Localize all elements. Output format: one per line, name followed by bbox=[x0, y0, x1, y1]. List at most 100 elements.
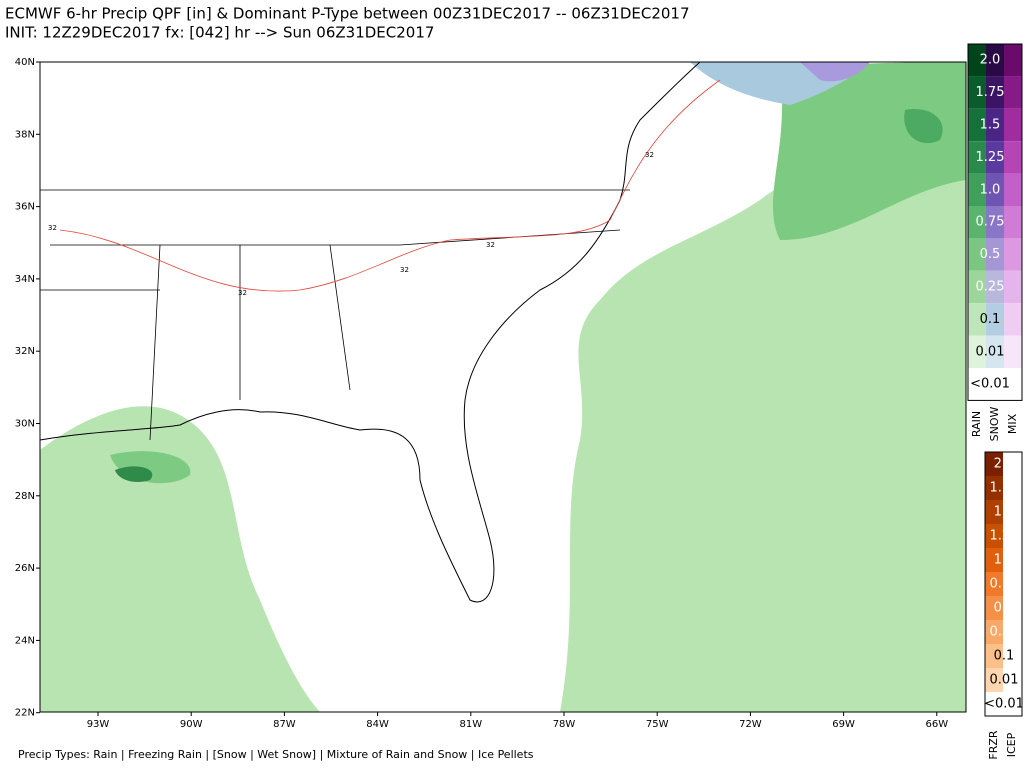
legend-swatch bbox=[985, 668, 1003, 692]
legend-swatch bbox=[985, 644, 1003, 668]
precip-legend: 2.0 1.75 1.5 1.25 1.0 0.75 0.5 0.25 0.1 0.01 <0.01… bbox=[967, 43, 1023, 441]
legend-swatch bbox=[986, 368, 1004, 401]
legend-label: 0.75 bbox=[990, 577, 1019, 592]
legend-swatch bbox=[986, 303, 1004, 336]
lon-label: 69W bbox=[832, 719, 855, 730]
legend-label: 0.1 bbox=[980, 312, 1001, 327]
legend-swatch bbox=[968, 76, 986, 109]
legend-label: 0.25 bbox=[990, 625, 1019, 640]
legend-swatch bbox=[1004, 108, 1022, 142]
legend-label: <0.01 bbox=[970, 377, 1010, 392]
legend-swatch bbox=[968, 206, 986, 239]
legend-swatch bbox=[1004, 270, 1022, 304]
legend-swatch bbox=[986, 335, 1004, 368]
legend-swatch bbox=[1003, 524, 1022, 548]
legend-swatch bbox=[1003, 668, 1022, 692]
legend-swatch bbox=[968, 303, 986, 336]
legend-label: 0.01 bbox=[976, 344, 1005, 359]
legend-label: 0.5 bbox=[980, 247, 1001, 262]
legend-swatch bbox=[1003, 500, 1022, 524]
legend-swatch bbox=[1004, 44, 1022, 77]
legend-swatch bbox=[1003, 620, 1022, 644]
legend-swatch bbox=[1004, 76, 1022, 109]
legend-swatch bbox=[985, 548, 1003, 572]
legend-label: 1.0 bbox=[980, 182, 1001, 197]
map-frame bbox=[39, 61, 967, 713]
lon-label: 90W bbox=[180, 719, 203, 730]
lat-label: 34N bbox=[15, 274, 35, 285]
lon-label: 93W bbox=[87, 719, 110, 730]
lon-label: 66W bbox=[925, 719, 948, 730]
legend-swatch bbox=[968, 108, 986, 142]
legend-label: 1.5 bbox=[994, 505, 1015, 520]
lat-label: 36N bbox=[15, 202, 35, 213]
legend-swatch bbox=[985, 692, 1003, 716]
legend-label: <0.01 bbox=[984, 697, 1024, 712]
lon-label: 84W bbox=[366, 719, 389, 730]
legend-swatch bbox=[968, 368, 986, 401]
legend-swatch bbox=[985, 452, 1003, 476]
legend-swatch bbox=[986, 238, 1004, 271]
legend-label: 1.25 bbox=[990, 529, 1019, 544]
lon-label: 81W bbox=[459, 719, 482, 730]
legend-swatch bbox=[985, 476, 1003, 500]
legend-label: 0.5 bbox=[994, 601, 1015, 616]
ice-legend: 2.0 1.75 1.5 1.25 1.0 0.75 0.5 0.25 0.1 0.01 <0.01… bbox=[984, 451, 1024, 760]
legend-column: ICEP bbox=[1005, 732, 1018, 757]
legend-swatch bbox=[1004, 368, 1022, 401]
legend-swatch bbox=[1004, 303, 1022, 336]
legend-column: MIX bbox=[1006, 413, 1019, 434]
legend-swatch bbox=[1003, 692, 1022, 716]
legend-swatch bbox=[1003, 572, 1022, 596]
lon-label: 87W bbox=[273, 719, 296, 730]
legend-label: 0.01 bbox=[990, 673, 1019, 688]
legend-swatch bbox=[985, 596, 1003, 620]
legend-swatch bbox=[985, 572, 1003, 596]
legend-label: 1.25 bbox=[976, 150, 1005, 165]
title-line2: INIT: 12Z29DEC2017 fx: [042] hr --> Sun … bbox=[5, 24, 434, 42]
contour-label: 32 bbox=[400, 266, 409, 274]
legend-swatch bbox=[986, 44, 1004, 77]
contour-label: 32 bbox=[48, 224, 57, 232]
lat-label: 24N bbox=[15, 635, 35, 646]
legend-swatch bbox=[968, 173, 986, 206]
lat-label: 38N bbox=[15, 129, 35, 140]
contour-label: 32 bbox=[486, 241, 495, 249]
lat-label: 28N bbox=[15, 491, 35, 502]
legend-label: 0.75 bbox=[976, 215, 1005, 230]
legend-label: 0.25 bbox=[976, 280, 1005, 295]
lon-label: 75W bbox=[646, 719, 669, 730]
legend-swatch bbox=[986, 76, 1004, 109]
legend-label: 0.1 bbox=[994, 649, 1015, 664]
legend-frame bbox=[967, 43, 1023, 401]
lat-label: 22N bbox=[15, 708, 35, 719]
contour-label: 32 bbox=[238, 289, 247, 297]
legend-label: 1.75 bbox=[976, 85, 1005, 100]
lon-label: 72W bbox=[739, 719, 762, 730]
lat-axis: 40N 38N 36N 34N 32N 30N 28N 26N 24N 22N bbox=[15, 57, 40, 719]
legend-swatch bbox=[968, 44, 986, 77]
legend-label: 1.75 bbox=[990, 481, 1019, 496]
legend-swatch bbox=[1004, 206, 1022, 239]
ice-swatches: 2.0 1.75 1.5 1.25 1.0 0.75 0.5 0.25 0.1 0.01 <0.01 bbox=[984, 452, 1024, 716]
legend-swatch bbox=[1003, 548, 1022, 572]
legend-swatch bbox=[986, 270, 1004, 304]
legend-swatch bbox=[1003, 596, 1022, 620]
legend-label: 1.5 bbox=[980, 118, 1001, 133]
legend-swatch bbox=[968, 270, 986, 304]
legend-swatch bbox=[986, 206, 1004, 239]
lat-label: 30N bbox=[15, 419, 35, 430]
legend-swatch bbox=[1004, 238, 1022, 271]
legend-swatch bbox=[1004, 173, 1022, 206]
legend-frame bbox=[984, 451, 1023, 717]
legend-swatch bbox=[1003, 644, 1022, 668]
legend-label: 1.0 bbox=[994, 553, 1015, 568]
footer: Precip Types: Rain | Freezing Rain | [Sn… bbox=[18, 748, 534, 761]
legend-column: FRZR bbox=[987, 730, 1000, 760]
lat-label: 40N bbox=[15, 57, 35, 68]
map-area: 32 32 32 32 32 bbox=[40, 62, 966, 712]
legend-swatch bbox=[1004, 141, 1022, 174]
legend-swatch bbox=[986, 108, 1004, 142]
lon-axis: 93W 90W 87W 84W 81W 78W 75W 72W 69W 66W bbox=[87, 712, 948, 730]
